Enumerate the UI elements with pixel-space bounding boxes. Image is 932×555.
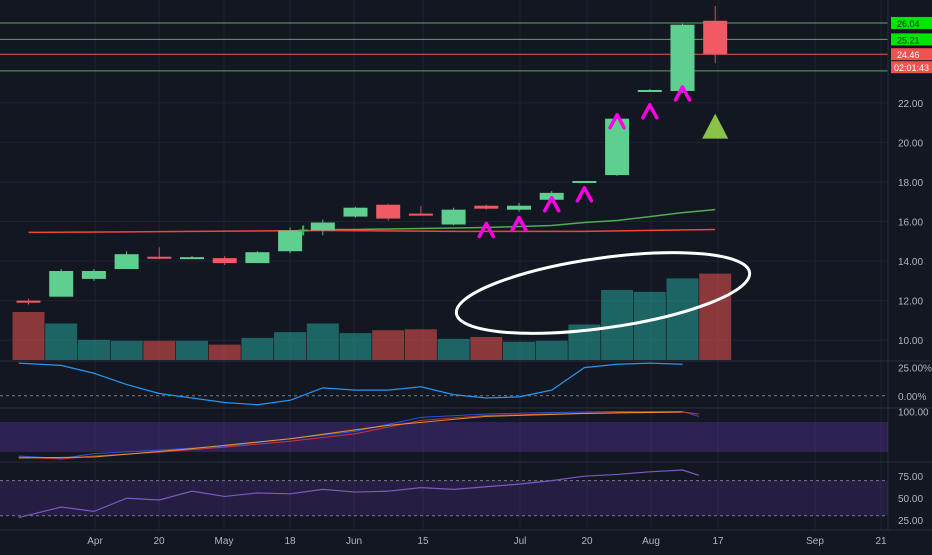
volume-bar bbox=[536, 341, 568, 360]
oscillator-3-tick: 50.00 bbox=[898, 494, 923, 505]
volume-bar bbox=[667, 278, 699, 360]
oscillator-3-tick: 25.00 bbox=[898, 516, 923, 527]
time-tick-label: Sep bbox=[806, 536, 824, 547]
time-tick-label: Jul bbox=[514, 536, 527, 547]
volume-bar bbox=[111, 341, 143, 360]
volume-bar bbox=[307, 324, 339, 360]
time-tick-label: 17 bbox=[712, 536, 724, 547]
candle-body bbox=[671, 25, 695, 91]
price-tick-label: 16.00 bbox=[898, 218, 923, 229]
volume-bar bbox=[340, 333, 372, 360]
price-tick-label: 22.00 bbox=[898, 99, 923, 110]
price-tick-label: 18.00 bbox=[898, 178, 923, 189]
candle-body bbox=[278, 230, 302, 251]
countdown-label: 02:01:43 bbox=[894, 63, 929, 73]
price-tick-label: 20.00 bbox=[898, 138, 923, 149]
time-tick-label: 15 bbox=[417, 536, 429, 547]
candle-body bbox=[474, 206, 498, 209]
price-level-tag-label: 26.04 bbox=[897, 19, 920, 29]
candle-body bbox=[442, 210, 466, 225]
candle-body bbox=[147, 257, 171, 259]
volume-bar bbox=[470, 337, 502, 360]
volume-bar bbox=[274, 332, 306, 360]
candle-body bbox=[572, 181, 596, 183]
time-tick-label: 21 bbox=[875, 536, 887, 547]
time-tick-label: 20 bbox=[581, 536, 593, 547]
candle-body bbox=[311, 223, 335, 231]
candle-body bbox=[213, 258, 237, 263]
candle-body bbox=[17, 301, 41, 303]
candle-body bbox=[376, 205, 400, 219]
volume-bar bbox=[176, 341, 208, 360]
volume-bar bbox=[143, 341, 175, 360]
candle-body bbox=[638, 90, 662, 92]
time-tick-label: 20 bbox=[153, 536, 165, 547]
volume-bar bbox=[503, 342, 535, 360]
volume-bar bbox=[78, 340, 110, 360]
candle-body bbox=[507, 206, 531, 210]
candle-body bbox=[49, 271, 73, 297]
oscillator-3-tick: 75.00 bbox=[898, 472, 923, 483]
volume-bar bbox=[372, 330, 404, 360]
time-tick-label: Jun bbox=[346, 536, 362, 547]
price-tick-label: 10.00 bbox=[898, 336, 923, 347]
candle-body bbox=[409, 214, 433, 216]
oscillator-2-band bbox=[0, 422, 888, 452]
candle-body bbox=[82, 271, 106, 279]
time-tick-label: Aug bbox=[642, 536, 660, 547]
volume-bar bbox=[405, 329, 437, 360]
volume-bar bbox=[241, 338, 273, 360]
candle-body bbox=[180, 257, 204, 259]
candle-body bbox=[245, 252, 269, 263]
price-level-tag-label: 24.46 bbox=[897, 50, 920, 60]
price-tick-label: 14.00 bbox=[898, 257, 923, 268]
volume-bar bbox=[209, 345, 241, 360]
candle-body bbox=[703, 21, 727, 54]
price-tick-label: 12.00 bbox=[898, 297, 923, 308]
price-level-tag-label: 25.21 bbox=[897, 35, 920, 45]
volume-bar bbox=[634, 292, 666, 360]
volume-bar bbox=[13, 312, 45, 360]
volume-bar bbox=[45, 324, 77, 360]
oscillator-1-tick: 25.00% bbox=[898, 364, 932, 375]
candle-body bbox=[344, 208, 368, 217]
oscillator-2-tick: 100.00 bbox=[898, 407, 929, 418]
time-tick-label: May bbox=[215, 536, 234, 547]
time-tick-label: 18 bbox=[284, 536, 296, 547]
volume-bar bbox=[438, 339, 470, 360]
volume-bar bbox=[699, 274, 731, 360]
oscillator-1-tick: 0.00% bbox=[898, 392, 926, 403]
candle-body bbox=[115, 254, 139, 269]
time-tick-label: Apr bbox=[87, 536, 103, 547]
